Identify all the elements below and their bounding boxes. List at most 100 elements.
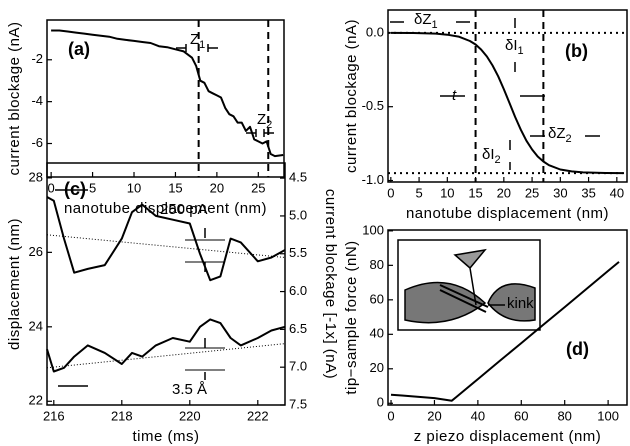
y-tick-label: 0 [377,395,384,410]
x-tick-label: 25 [251,180,265,195]
annotation-text: (a) [68,39,90,59]
annotation: δZ2 [548,125,572,145]
x-tick-label: 25 [525,185,539,200]
electrode [404,281,487,324]
annotation: δI1 [505,37,524,57]
trend-line [46,234,286,258]
plot-frame [387,229,628,406]
y2-axis-label: current blockage [-1x] (nA) [322,189,339,379]
y-tick-label: 60 [370,291,384,306]
x-tick-label: 15 [468,185,482,200]
x-tick-label: 5 [89,180,96,195]
y-axis-label: tip−sample force (nN) [343,240,360,394]
tip [453,248,487,306]
arrow [246,129,274,137]
x-tick-label: 60 [514,408,528,423]
annotation-text: 250 pA [160,201,208,218]
y-axis-label: displacement (nm) [6,218,23,350]
x-tick-label: 218 [111,408,133,423]
annotation: (c) [64,179,86,199]
x-tick-label: 20 [497,185,511,200]
annotation: 250 pA [160,201,208,218]
data-line [390,261,620,402]
x-tick-label: 20 [210,180,224,195]
annotation-text: δZ [414,11,432,28]
y2-tick-label: 7.0 [289,359,307,374]
arrow [176,44,218,52]
annotation-subscript: 2 [495,154,501,166]
x-tick-label: 30 [553,185,567,200]
x-tick-label: 80 [557,408,571,423]
annotation-subscript: 1 [199,39,205,51]
annotation-text: (c) [64,179,86,199]
annotation: t [452,87,457,104]
annotation: Z1 [190,31,205,51]
annotation-text: (d) [566,339,589,359]
x-tick-label: 10 [440,185,454,200]
guide-line [185,239,225,371]
x-tick-label: 20 [427,408,441,423]
y-tick-label: -4 [31,93,43,108]
plot-frame [387,9,628,183]
y2-tick-label: 4.5 [289,170,307,185]
y-tick-label: 24 [29,318,43,333]
x-tick-label: 222 [247,408,269,423]
y-tick-label: -1.0 [362,172,384,187]
y-tick-label: -6 [31,135,43,150]
y2-tick-label: 5.0 [289,207,307,222]
y-tick-label: 100 [362,222,384,237]
x-tick-label: 216 [43,408,65,423]
x-axis-label: nanotube displacement (nm) [64,200,267,217]
plot-frame [46,162,286,406]
data-line [46,318,286,373]
x-tick-label: 5 [415,185,422,200]
y2-tick-label: 6.0 [289,283,307,298]
annotation: kink [507,295,534,312]
annotation-text: t [452,87,457,104]
y-axis-label: current blockage (nA) [6,22,23,176]
x-axis-label: z piezo displacement (nm) [414,428,602,445]
annotation-subscript: 1 [518,45,524,57]
y2-tick-label: 7.5 [289,396,307,411]
annotation: δI2 [482,146,501,166]
x-axis-label: nanotube displacement (nm) [406,205,609,222]
y-tick-label: 20 [370,360,384,375]
x-tick-label: 15 [168,180,182,195]
y2-tick-label: 6.5 [289,321,307,336]
nanotube [439,284,489,313]
annotation: (a) [68,39,90,59]
x-tick-label: 0 [387,185,394,200]
annotation-text: Z [190,31,199,48]
y-tick-label: 22 [29,393,43,408]
annotation-subscript: 1 [432,19,438,31]
data-line [51,29,284,158]
annotation-text: δZ [548,125,566,142]
x-tick-label: 40 [610,185,624,200]
y-tick-label: -2 [31,51,43,66]
data-line [46,196,286,282]
x-tick-label: 100 [597,408,619,423]
x-tick-label: 220 [179,408,201,423]
trend-line [46,343,286,369]
arrow [390,18,545,97]
y-tick-label: -0.5 [362,98,384,113]
decorations [55,18,600,387]
annotation-text: δI [505,37,518,54]
annotation-text: δI [482,146,495,163]
y2-tick-label: 5.5 [289,245,307,260]
annotation: (b) [565,41,588,61]
electrode [487,283,536,322]
annotation: 3.5 Å [172,381,207,398]
annotation-text: kink [507,295,534,312]
y-axis-label: current blockage (nA) [343,19,360,173]
x-axis-label: time (ms) [133,428,200,445]
data-line [390,31,623,175]
y-tick-label: 0.0 [366,24,384,39]
y-tick-label: 28 [29,169,43,184]
annotation: Z2 [257,111,272,131]
arrow [509,135,600,170]
annotation: δZ1 [414,11,438,31]
plot-frame [46,19,285,178]
